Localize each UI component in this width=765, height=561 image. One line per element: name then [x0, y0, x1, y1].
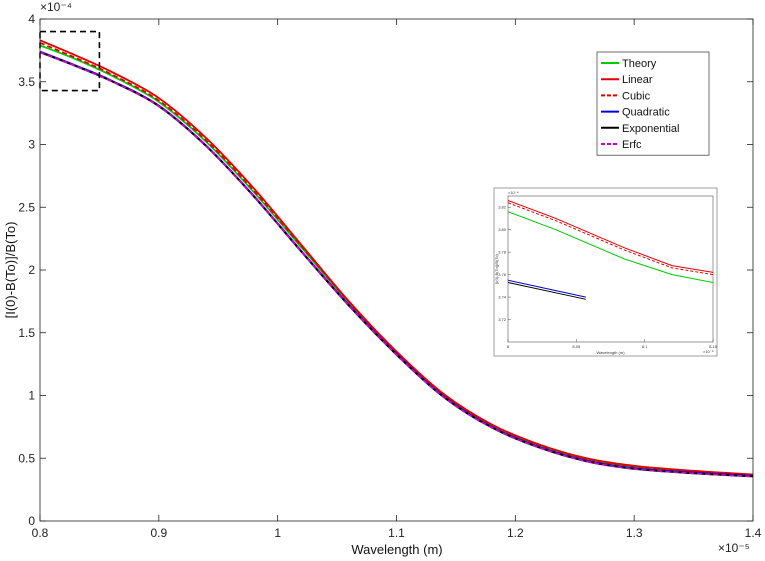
y-tick-label: 1.5	[18, 326, 35, 340]
x-tick-label: 1	[274, 526, 281, 540]
y-axis-label: [I(0)-B(To)]/B(To)	[3, 222, 18, 319]
inset-series-theory	[508, 211, 713, 283]
x-tick-label: 1.2	[507, 526, 524, 540]
y-tick-label: 4	[28, 12, 35, 26]
legend-label-theory: Theory	[622, 58, 657, 70]
inset-series-exponential	[508, 281, 587, 300]
inset-plot-frame	[507, 195, 714, 343]
axes: 0.8 0.9 1 1.1 1.2 1.3 1.4 0 0.5 1 1.5 2 2.5 3 3.5 4	[18, 12, 761, 540]
inset-x-tick-label: 8.15	[709, 344, 718, 349]
series-line-erfc	[39, 51, 754, 478]
legend-label-exponential: Exponential	[622, 123, 680, 135]
inset-x-axis-label: Wavelength (m)	[596, 350, 625, 355]
inset-y-tick-label: 3.82	[498, 205, 507, 210]
inset-x-tick-label: 8	[507, 344, 510, 349]
legend: Theory Linear Cubic Quadratic Exponential Erf…	[596, 51, 710, 156]
legend-label-erfc: Erfc	[622, 139, 642, 151]
y-tick-label: 1	[28, 389, 35, 403]
x-tick-label: 0.8	[32, 526, 49, 540]
y-tick-label: 2.5	[18, 200, 35, 214]
inset-y-tick-label: 3.74	[498, 295, 507, 300]
inset-plot: 8 8.05 8.1 8.15 3.72 3.74 3.76 3.78 3.80 3.82 Wave…	[493, 187, 718, 357]
inset-y-tick-label: 3.80	[498, 227, 507, 232]
x-tick-label: 1.1	[388, 526, 405, 540]
legend-label-cubic: Cubic	[622, 90, 651, 102]
inset-y-tick-label: 3.72	[498, 317, 507, 322]
inset-series-group	[508, 200, 713, 300]
inset-series-linear	[508, 200, 713, 273]
inset-series-quadratic	[508, 279, 587, 298]
y-tick-label: 0	[28, 514, 35, 528]
y-tick-label: 0.5	[18, 451, 35, 465]
inset-y-tick-label: 3.76	[498, 272, 507, 277]
inset-x-multiplier: ×10⁻⁵	[703, 349, 714, 354]
x-tick-label: 1.3	[626, 526, 643, 540]
inset-series-cubic	[508, 202, 713, 276]
legend-box	[596, 51, 710, 156]
inset-y-axis-label: [I(0)-B(To)]/B(To)	[494, 253, 499, 283]
legend-label-linear: Linear	[622, 74, 653, 86]
series-line-cubic	[39, 42, 754, 477]
inset-x-tick-label: 8.1	[642, 344, 648, 349]
y-axis-multiplier: ×10⁻⁴	[40, 0, 72, 14]
inset-y-multiplier: ×10⁻⁴	[508, 190, 519, 195]
x-axis-label: Wavelength (m)	[351, 542, 442, 557]
inset-y-tick-label: 3.78	[498, 250, 507, 255]
legend-label-quadratic: Quadratic	[622, 107, 670, 119]
x-tick-label: 0.9	[150, 526, 167, 540]
plot-area	[39, 39, 754, 478]
y-tick-label: 2	[28, 263, 35, 277]
x-axis-multiplier: ×10⁻⁵	[718, 541, 750, 555]
y-tick-label: 3	[28, 138, 35, 152]
inset-x-tick-label: 8.05	[572, 344, 581, 349]
y-tick-label: 3.5	[18, 75, 35, 89]
x-tick-label: 1.4	[745, 526, 762, 540]
